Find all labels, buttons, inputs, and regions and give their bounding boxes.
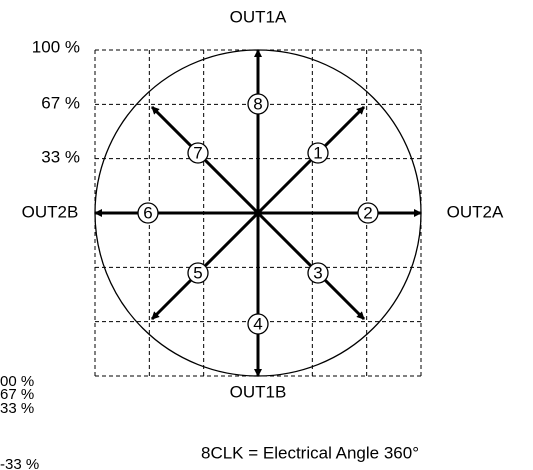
step-circle: [247, 93, 269, 115]
step-number: 7: [193, 143, 202, 162]
step-number: 6: [143, 203, 152, 222]
side-level-label: 33 %: [0, 400, 34, 417]
level-label: 100 %: [32, 37, 80, 56]
step-markers: 1 2 3 4 5 6 7 8: [137, 93, 379, 335]
step-circle: [187, 262, 209, 284]
label-right: OUT2A: [447, 202, 504, 221]
step-number: 8: [253, 94, 262, 113]
caption: 8CLK = Electrical Angle 360°: [201, 443, 419, 462]
step-number: 5: [193, 263, 202, 282]
side-level-label: 00 %: [0, 373, 34, 390]
step-circle: [247, 313, 269, 335]
level-label: 33 %: [41, 147, 80, 166]
step-number: 2: [363, 203, 372, 222]
step-circle: [307, 262, 329, 284]
step-number: 1: [313, 143, 322, 162]
step-circle: [357, 202, 379, 224]
step-circle: [307, 142, 329, 164]
step-number: 3: [313, 263, 322, 282]
step-circle: [137, 202, 159, 224]
label-left: OUT2B: [22, 202, 79, 221]
side-level-label: 67 %: [0, 386, 34, 403]
step-number: 4: [253, 314, 262, 333]
level-label: 67 %: [41, 93, 80, 112]
label-top: OUT1A: [230, 7, 287, 26]
side-level-label: -33 %: [0, 456, 39, 470]
step-circle: [187, 142, 209, 164]
label-bottom: OUT1B: [230, 382, 287, 401]
